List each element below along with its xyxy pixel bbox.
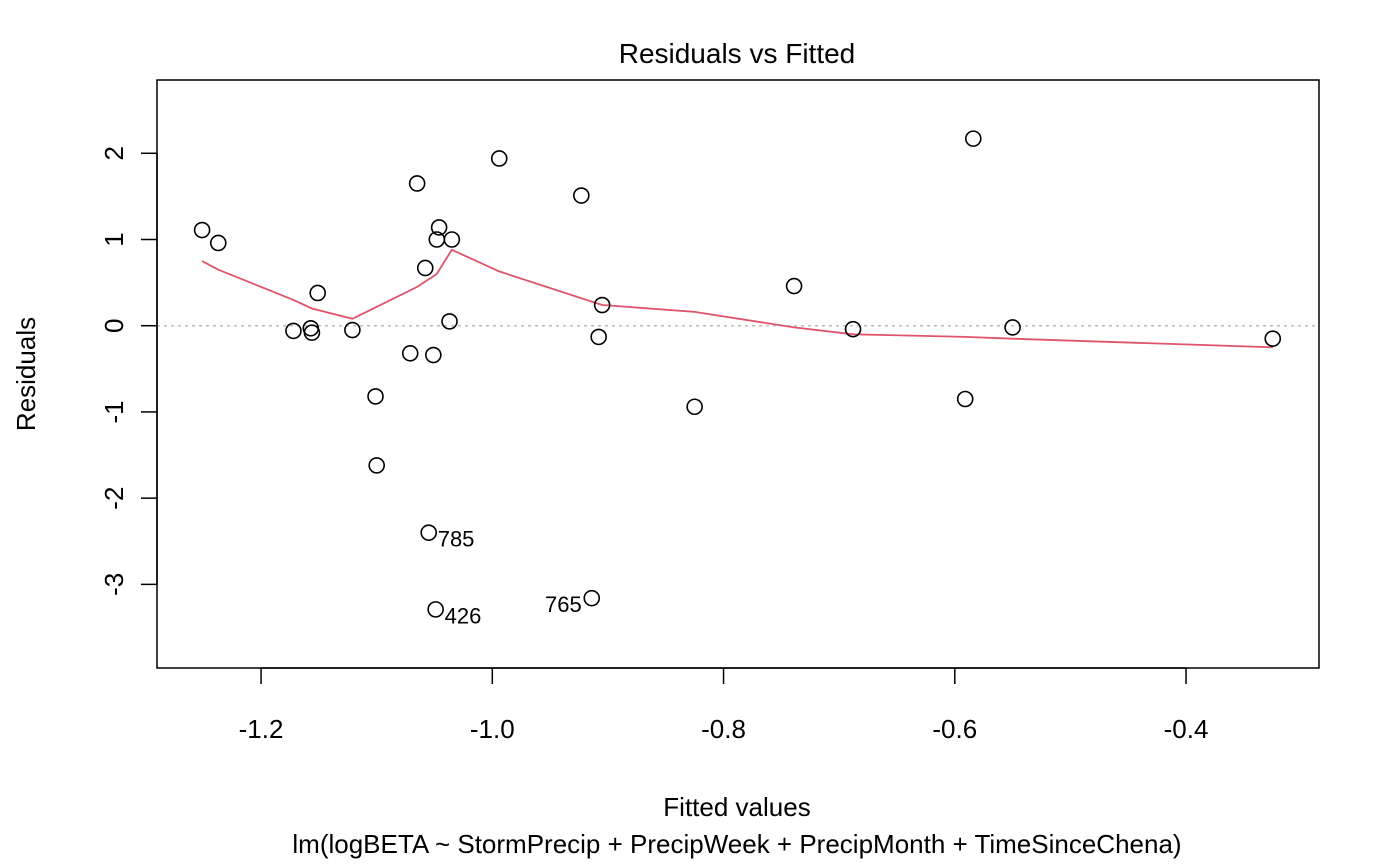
- data-point: [425, 346, 442, 364]
- data-point: [285, 322, 302, 340]
- y-axis-label: Residuals: [11, 317, 41, 431]
- data-point: [590, 328, 607, 346]
- y-tick-label: 2: [99, 146, 129, 160]
- data-point: [964, 130, 982, 147]
- outlier-label: 785: [438, 527, 475, 552]
- data-point: [441, 313, 458, 330]
- data-point: [368, 457, 385, 474]
- x-axis-label: Fitted values: [663, 792, 810, 822]
- y-axis: -3 -2 -1 0 1 2: [99, 146, 158, 596]
- data-point: [309, 284, 327, 302]
- x-axis: -1.2 -1.0 -0.8 -0.6 -0.4: [239, 667, 1209, 744]
- outlier-label: 426: [445, 603, 482, 628]
- x-tick-label: -1.0: [470, 714, 515, 744]
- x-tick-label: -0.6: [932, 714, 977, 744]
- data-point: [583, 589, 601, 607]
- y-tick-label: -1: [99, 400, 129, 423]
- data-point: [367, 388, 384, 405]
- x-tick-label: -1.2: [239, 714, 284, 744]
- data-point: [956, 390, 974, 408]
- smooth-trend-line: [201, 248, 1273, 349]
- x-tick-label: -0.8: [701, 714, 746, 744]
- data-point: [1264, 330, 1282, 347]
- data-point: [430, 219, 448, 236]
- y-tick-label: 0: [99, 318, 129, 332]
- data-point: [686, 398, 703, 416]
- data-points: [193, 130, 1282, 618]
- chart-title: Residuals vs Fitted: [619, 38, 856, 69]
- data-point: [401, 345, 419, 362]
- y-tick-label: -3: [99, 573, 129, 596]
- x-tick-label: -0.4: [1164, 714, 1209, 744]
- data-point: [785, 277, 803, 295]
- outlier-label: 765: [545, 592, 582, 617]
- y-tick-label: -2: [99, 487, 129, 510]
- data-point: [427, 601, 444, 618]
- data-point: [1004, 319, 1021, 336]
- model-formula-subtitle: lm(logBETA ~ StormPrecip + PrecipWeek + …: [292, 829, 1181, 859]
- data-point: [209, 234, 227, 252]
- outlier-labels: 785 426 765: [438, 527, 582, 629]
- data-point: [573, 187, 590, 204]
- data-point: [303, 324, 321, 341]
- data-point: [844, 320, 862, 338]
- data-point: [490, 150, 508, 167]
- y-tick-label: 1: [99, 232, 129, 246]
- data-point: [420, 524, 438, 541]
- data-point: [593, 296, 611, 314]
- data-point: [408, 175, 426, 192]
- data-point: [443, 231, 461, 248]
- data-point: [193, 221, 211, 239]
- data-point: [416, 259, 434, 277]
- plot-frame: [156, 79, 1320, 669]
- data-point: [344, 321, 361, 339]
